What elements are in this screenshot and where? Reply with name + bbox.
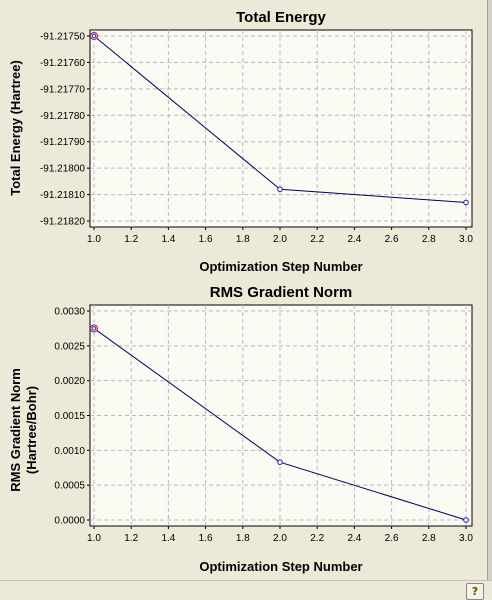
x-tick-label: 1.6	[199, 533, 213, 544]
x-axis-label: Optimization Step Number	[199, 259, 362, 274]
charts-area: Total Energy -91.21750 -91.21760 -91.21770…	[8, 9, 473, 574]
x-tick-label: 1.4	[161, 234, 175, 245]
x-tick-label: 2.0	[273, 234, 287, 245]
data-points	[89, 31, 469, 206]
y-axis-label-unit: (Hartree/Bohr)	[24, 386, 39, 474]
y-tick-label: 0.0025	[54, 341, 85, 352]
vertical-scrollbar[interactable]	[487, 0, 492, 580]
y-tick-label: -91.21770	[40, 84, 85, 95]
x-tick-label: 2.2	[310, 234, 324, 245]
y-tick-label: -91.21800	[40, 164, 85, 175]
x-tick-label: 2.8	[422, 234, 436, 245]
chart-title: Total Energy	[236, 9, 326, 26]
chart-title: RMS Gradient Norm	[210, 284, 353, 301]
x-tick-labels: 1.0 1.2 1.4 1.6 1.8 2.0 2.2 2.4 2.6 2.8 3.0	[87, 533, 473, 544]
data-point[interactable]	[89, 324, 99, 333]
x-tick-label: 1.0	[87, 234, 101, 245]
data-point-highlight	[91, 326, 97, 331]
x-axis-label: Optimization Step Number	[199, 559, 362, 574]
y-tick-label: -91.21810	[40, 190, 85, 201]
x-tick-label: 2.0	[273, 533, 287, 544]
rms-gradient-chart: RMS Gradient Norm 0.00300.00250.00200.00…	[8, 284, 473, 574]
data-point[interactable]	[463, 517, 469, 523]
y-axis-label: Total Energy (Hartree)	[8, 60, 23, 196]
x-tick-label: 2.4	[347, 533, 361, 544]
x-tick-label: 1.0	[87, 533, 101, 544]
x-tick-label: 2.2	[310, 533, 324, 544]
y-tick-label: -91.21750	[40, 32, 85, 43]
status-bar: ?	[0, 580, 492, 600]
y-tick-label: -91.21780	[40, 111, 85, 122]
y-tick-label: 0.0005	[54, 481, 85, 492]
total-energy-chart: Total Energy -91.21750 -91.21760 -91.21770…	[8, 9, 473, 274]
x-tick-label: 2.6	[385, 234, 399, 245]
x-tick-label: 3.0	[459, 533, 473, 544]
y-tick-labels: 0.0030 0.0025 0.0020 0.0015 0.0010 0.0005 0.00…	[54, 307, 85, 527]
y-axis-label: RMS Gradient Norm	[8, 368, 23, 492]
y-tick-label: 0.0010	[54, 446, 85, 457]
plot-area	[89, 29, 473, 228]
y-tick-label: 0.0015	[54, 411, 85, 422]
x-tick-label: 1.6	[199, 234, 213, 245]
y-tick-label: -91.21760	[40, 58, 85, 69]
data-point[interactable]	[277, 186, 283, 193]
x-tick-label: 1.8	[236, 533, 250, 544]
y-tick-label: 0.0020	[54, 376, 85, 387]
data-point[interactable]	[89, 31, 99, 41]
x-tick-labels: 1.0 1.2 1.4 1.6 1.8 2.0 2.2 2.4 2.6 2.8 3.0	[87, 234, 473, 245]
y-tick-labels: -91.21750 -91.21760 -91.21770 -91.21780 -91.…	[40, 32, 85, 228]
x-tick-label: 1.2	[124, 533, 138, 544]
x-tick-label: 2.6	[385, 533, 399, 544]
y-tick-label: -91.21820	[40, 217, 85, 228]
help-icon[interactable]: ?	[466, 583, 484, 600]
x-tick-label: 1.8	[236, 234, 250, 245]
x-tick-label: 2.8	[422, 533, 436, 544]
data-point[interactable]	[463, 199, 469, 206]
x-tick-label: 1.4	[161, 533, 175, 544]
data-point[interactable]	[277, 459, 283, 465]
y-tick-label: -91.21790	[40, 137, 85, 148]
y-tick-label: 0.0030	[54, 307, 85, 318]
data-point-highlight	[91, 33, 97, 39]
data-points	[89, 324, 469, 523]
x-tick-label: 3.0	[459, 234, 473, 245]
x-tick-label: 1.2	[124, 234, 138, 245]
y-tick-label: 0.0000	[54, 516, 85, 527]
x-tick-label: 2.4	[347, 234, 361, 245]
grid-lines	[87, 305, 472, 529]
